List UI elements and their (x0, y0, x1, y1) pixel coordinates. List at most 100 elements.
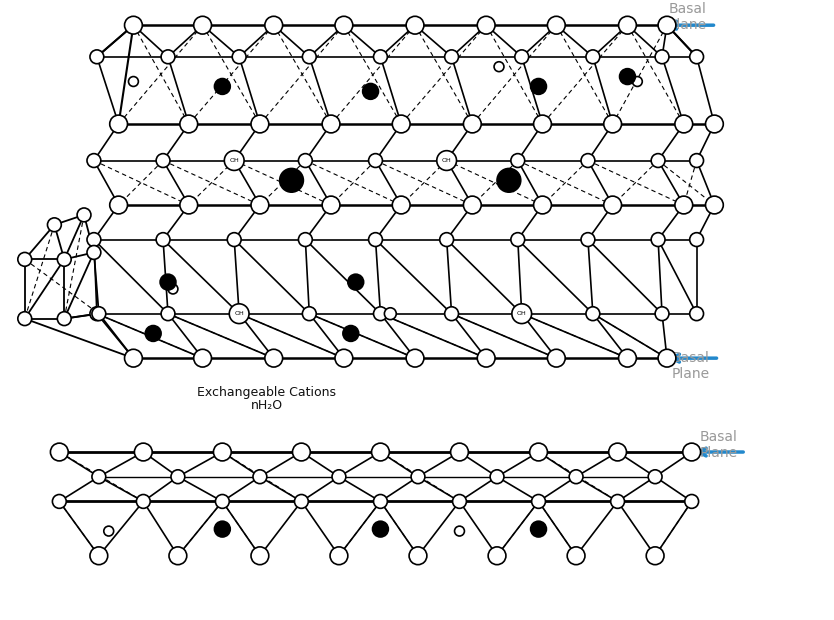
Circle shape (374, 495, 387, 508)
Circle shape (477, 349, 495, 367)
Circle shape (228, 154, 241, 167)
Circle shape (251, 115, 269, 133)
Circle shape (477, 16, 495, 34)
Circle shape (253, 470, 267, 484)
Text: Exchangeable Cations: Exchangeable Cations (198, 386, 336, 399)
Circle shape (530, 79, 546, 94)
Circle shape (160, 274, 176, 290)
Circle shape (128, 76, 138, 86)
Circle shape (322, 196, 340, 214)
Circle shape (299, 232, 312, 247)
Circle shape (18, 252, 32, 266)
Circle shape (646, 547, 664, 565)
Circle shape (90, 50, 103, 64)
Circle shape (229, 304, 249, 324)
Circle shape (124, 16, 143, 34)
Circle shape (251, 547, 269, 565)
Circle shape (531, 495, 545, 508)
Circle shape (411, 470, 425, 484)
Circle shape (581, 154, 595, 167)
Circle shape (683, 443, 701, 461)
Circle shape (511, 154, 525, 167)
Circle shape (706, 196, 723, 214)
Circle shape (58, 252, 71, 266)
Circle shape (610, 495, 625, 508)
Circle shape (373, 521, 389, 537)
Circle shape (494, 62, 504, 72)
Circle shape (604, 196, 621, 214)
Circle shape (87, 246, 101, 259)
Circle shape (453, 495, 466, 508)
Circle shape (685, 495, 699, 508)
Circle shape (464, 115, 481, 133)
Circle shape (169, 547, 187, 565)
Circle shape (534, 115, 551, 133)
Circle shape (392, 115, 410, 133)
Circle shape (134, 443, 152, 461)
Circle shape (215, 495, 229, 508)
Circle shape (303, 50, 316, 64)
Circle shape (547, 349, 565, 367)
Circle shape (658, 349, 676, 367)
Circle shape (214, 443, 231, 461)
Circle shape (690, 307, 704, 321)
Circle shape (369, 154, 383, 167)
Circle shape (620, 69, 636, 84)
Circle shape (440, 232, 454, 247)
Circle shape (303, 307, 316, 321)
Circle shape (392, 196, 410, 214)
Circle shape (690, 154, 704, 167)
Circle shape (137, 495, 150, 508)
Circle shape (581, 232, 595, 247)
Circle shape (455, 526, 465, 536)
Text: OH: OH (229, 158, 239, 163)
Circle shape (87, 154, 101, 167)
Circle shape (90, 307, 103, 321)
Circle shape (409, 547, 427, 565)
Circle shape (232, 50, 246, 64)
Circle shape (87, 232, 101, 247)
Circle shape (384, 308, 396, 320)
Circle shape (265, 349, 283, 367)
Circle shape (110, 196, 128, 214)
Circle shape (534, 196, 551, 214)
Circle shape (103, 526, 113, 536)
Circle shape (511, 232, 525, 247)
Circle shape (77, 208, 91, 222)
Circle shape (450, 443, 469, 461)
Circle shape (193, 16, 212, 34)
Circle shape (92, 470, 106, 484)
Circle shape (567, 547, 585, 565)
Circle shape (214, 521, 230, 537)
Circle shape (279, 169, 304, 192)
Circle shape (706, 115, 723, 133)
Circle shape (512, 304, 531, 324)
Circle shape (374, 307, 387, 321)
Circle shape (656, 307, 669, 321)
Circle shape (604, 115, 621, 133)
Circle shape (497, 169, 520, 192)
Circle shape (156, 154, 170, 167)
Circle shape (332, 470, 346, 484)
Circle shape (490, 470, 504, 484)
Circle shape (110, 115, 128, 133)
Circle shape (658, 16, 676, 34)
Circle shape (193, 349, 212, 367)
Circle shape (335, 349, 353, 367)
Circle shape (293, 443, 310, 461)
Circle shape (406, 16, 424, 34)
Circle shape (53, 495, 66, 508)
Circle shape (586, 307, 600, 321)
Circle shape (675, 196, 693, 214)
Circle shape (609, 443, 626, 461)
Circle shape (90, 547, 108, 565)
Circle shape (369, 232, 383, 247)
Circle shape (530, 521, 546, 537)
Text: nH₂O: nH₂O (251, 399, 283, 412)
Text: Basal
Plane: Basal Plane (672, 351, 710, 381)
Circle shape (48, 218, 61, 232)
Circle shape (299, 154, 312, 167)
Circle shape (632, 76, 642, 86)
Circle shape (651, 232, 665, 247)
Text: OH: OH (517, 311, 526, 316)
